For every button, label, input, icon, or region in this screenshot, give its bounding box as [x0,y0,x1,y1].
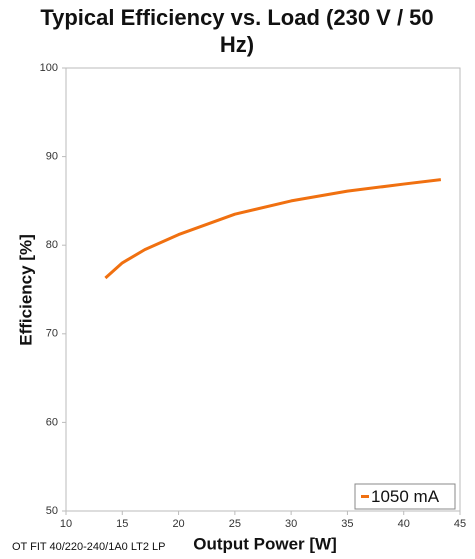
x-axis-label: Output Power [W] [193,534,337,553]
y-tick-label: 60 [46,416,58,428]
y-tick-label: 100 [40,62,58,74]
x-tick-label: 20 [172,518,184,530]
note: OT FIT 40/220-240/1A0 LT2 LP [12,541,165,553]
legend-label: 1050 mA [371,487,440,506]
y-axis-label: Efficiency [%] [16,234,35,345]
legend-box [354,483,456,510]
y-tick-label: 80 [46,239,58,251]
x-tick-label: 15 [116,518,128,530]
x-tick-label: 35 [341,518,353,530]
y-tick-label: 70 [46,328,58,340]
line-series [104,178,442,280]
x-tick-label: 45 [454,518,466,530]
x-tick-label: 40 [398,518,410,530]
y-tick-label: 90 [46,151,58,163]
x-tick-label: 10 [60,518,72,530]
chart-title: Typical Efficiency vs. Load (230 V / 50 … [40,5,434,57]
x-tick-label: 30 [285,518,297,530]
plot-frame [65,67,461,512]
x-tick-label: 25 [229,518,241,530]
y-tick-label: 50 [46,505,58,517]
